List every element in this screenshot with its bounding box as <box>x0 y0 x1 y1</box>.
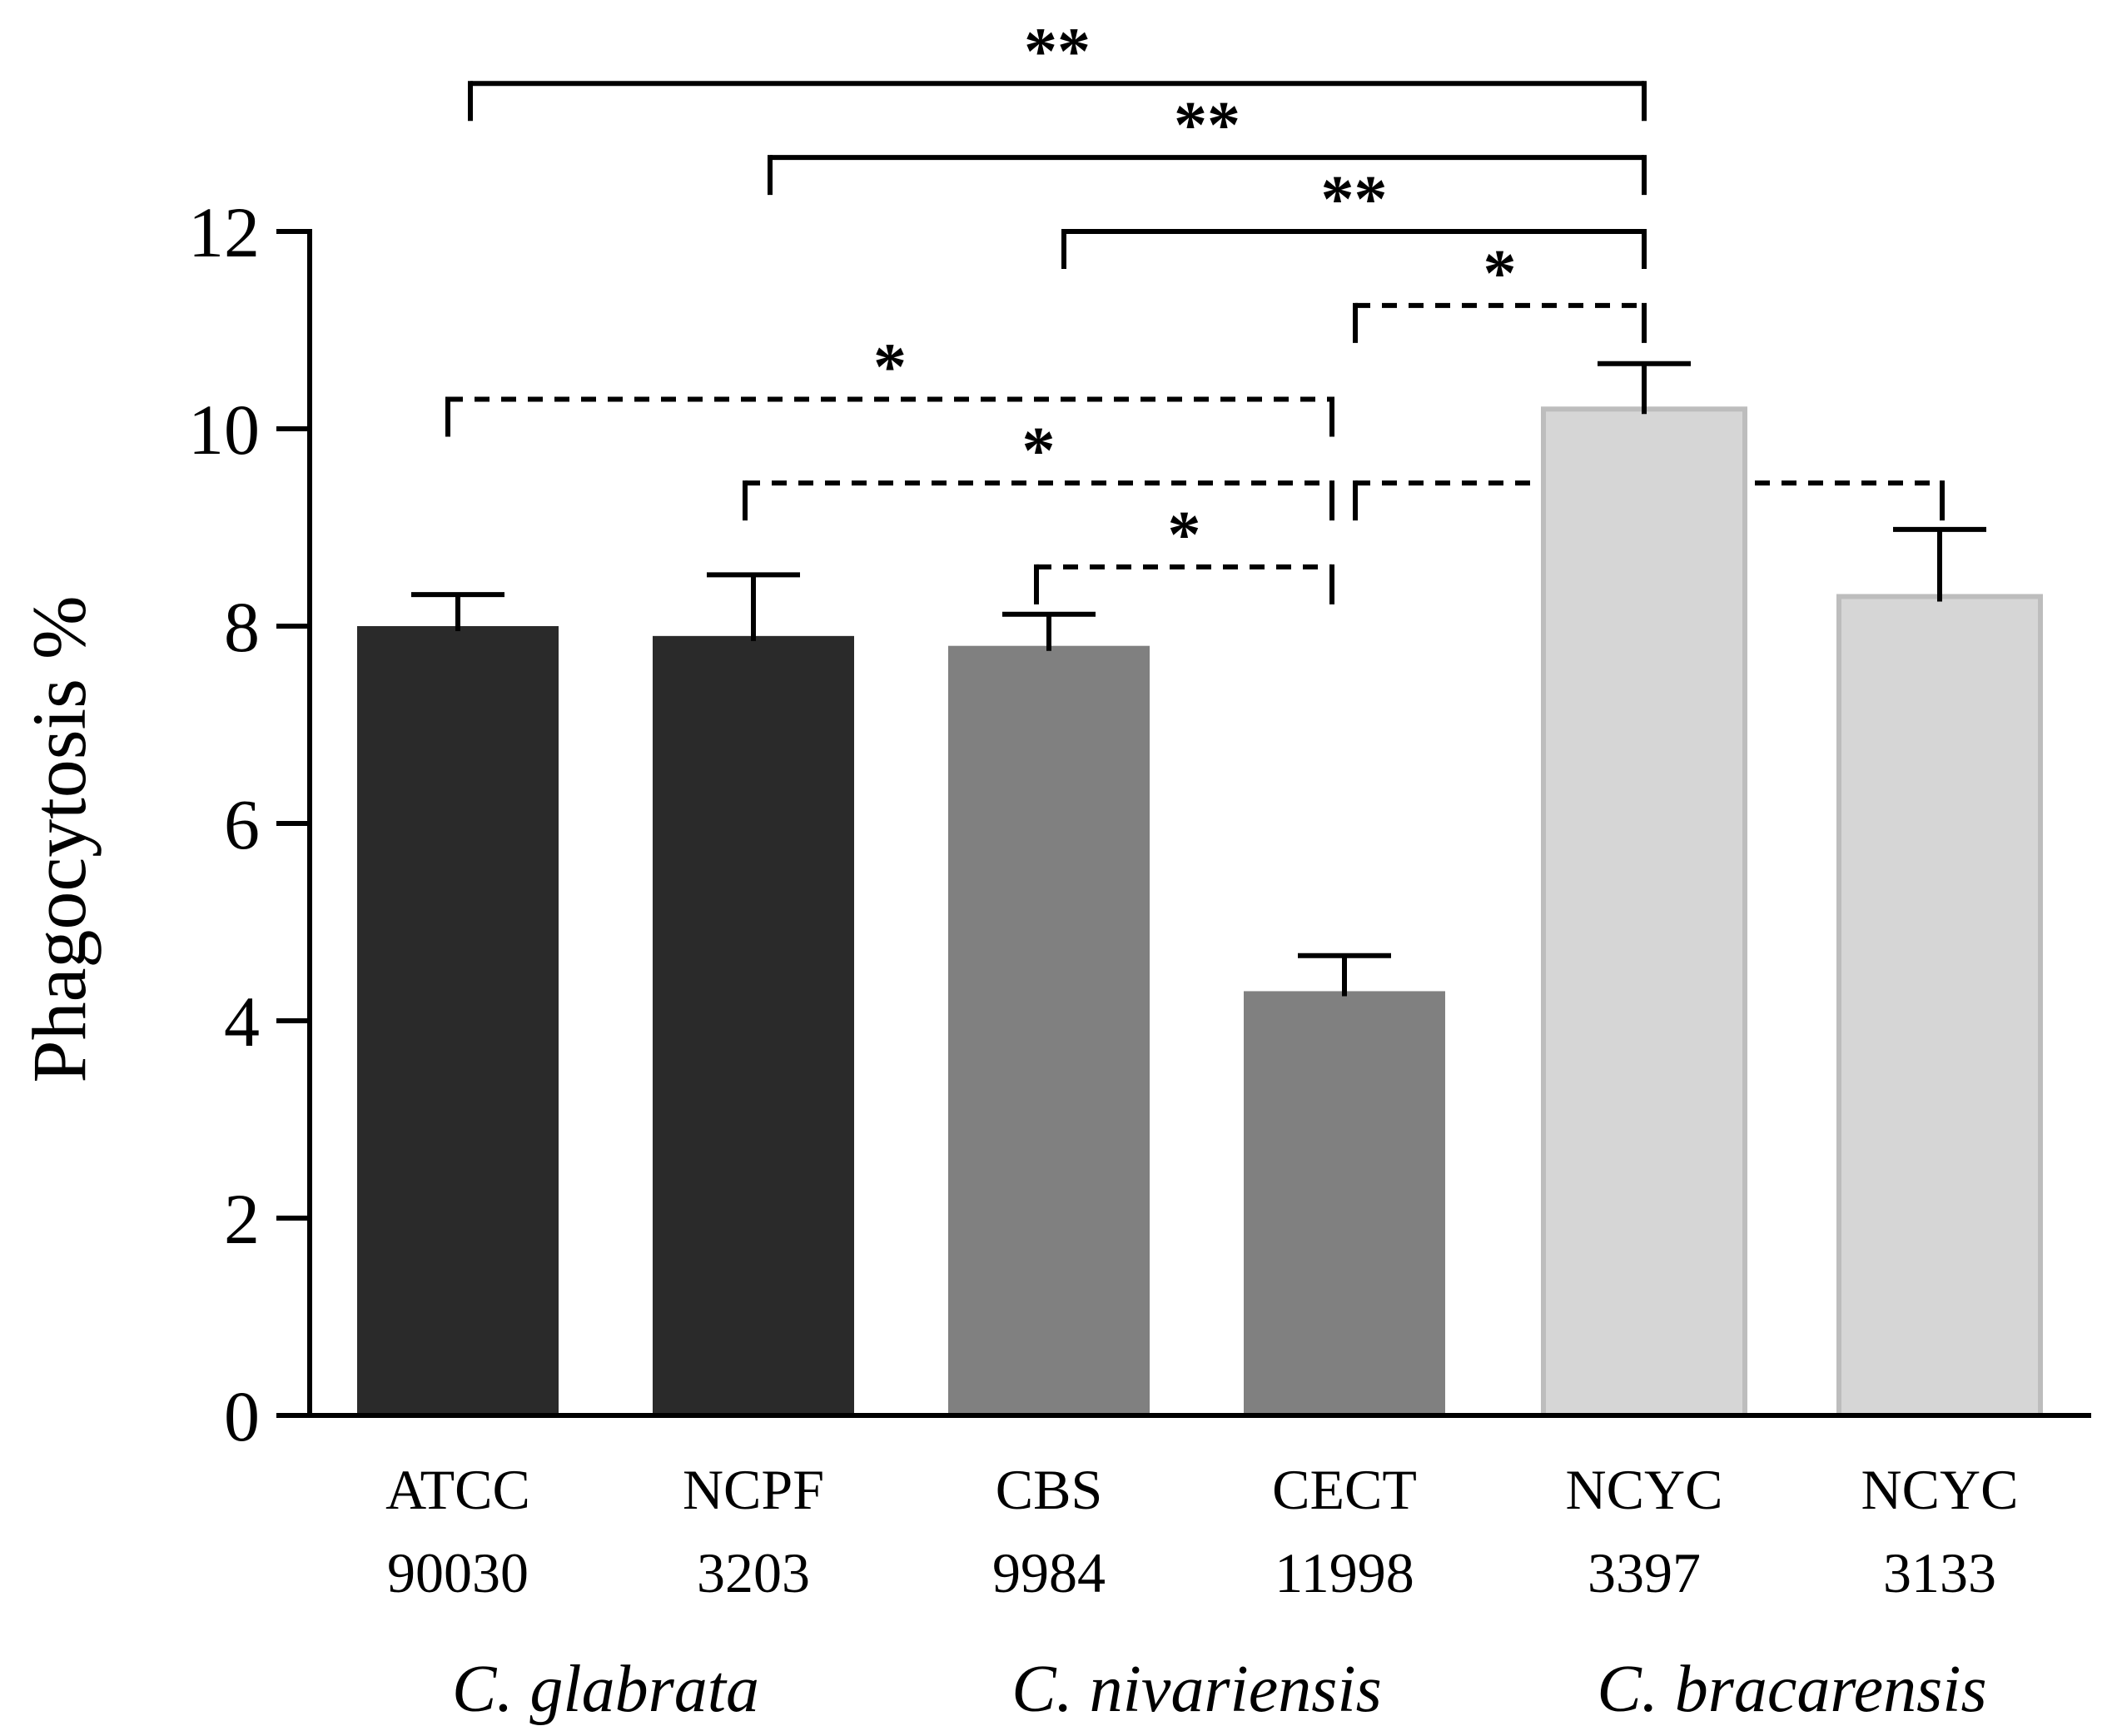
bar-1 <box>653 635 854 1415</box>
group-label-0: C. glabrata <box>452 1653 759 1726</box>
category-label-0-line2: 90030 <box>387 1541 529 1604</box>
y-tick-label-6: 6 <box>224 784 260 864</box>
category-label-4-line2: 3397 <box>1588 1541 1701 1604</box>
category-label-1-line1: NCPF <box>683 1458 824 1521</box>
y-tick-label-0: 0 <box>224 1376 260 1456</box>
significance-label-2: ** <box>1321 163 1388 236</box>
category-label-2-line1: CBS <box>996 1458 1103 1521</box>
y-tick-label-12: 12 <box>188 192 260 272</box>
bar-5 <box>1836 594 2043 1418</box>
significance-label-5: * <box>1022 415 1056 488</box>
group-label-1: C. nivariensis <box>1011 1653 1381 1726</box>
significance-label-3: * <box>1483 237 1517 311</box>
category-label-2-line2: 9984 <box>992 1541 1106 1604</box>
x-axis: ATCC 90030 NCPF 3203 CBS 9984 CECT 11998 NCYC 339… <box>307 1413 2091 1726</box>
bar-3 <box>1244 991 1445 1415</box>
category-label-4-line1: NCYC <box>1566 1458 1723 1521</box>
y-tick-label-8: 8 <box>224 587 260 667</box>
bars-layer <box>357 406 2043 1418</box>
significance-label-6: * <box>1168 499 1201 572</box>
bar-0 <box>357 626 559 1415</box>
error-bars-layer <box>411 361 1986 997</box>
significance-brackets: *********** <box>445 15 1945 604</box>
category-label-5-line2: 3133 <box>1883 1541 1996 1604</box>
significance-label-0: ** <box>1024 15 1091 88</box>
bar-2 <box>948 645 1150 1415</box>
y-axis: 0 2 4 6 8 10 12 <box>188 192 312 1456</box>
y-tick-label-2: 2 <box>224 1179 260 1259</box>
group-label-2: C. bracarensis <box>1597 1653 1986 1726</box>
category-label-0-line1: ATCC <box>385 1458 530 1521</box>
category-label-1-line2: 3203 <box>697 1541 810 1604</box>
y-axis-label: Phagocytosis % <box>17 595 102 1082</box>
category-label-3-line1: CECT <box>1272 1458 1417 1521</box>
significance-label-1: ** <box>1174 89 1240 162</box>
bar-4 <box>1541 406 1747 1418</box>
significance-label-4: * <box>873 331 907 404</box>
category-label-5-line1: NCYC <box>1861 1458 2019 1521</box>
y-tick-label-4: 4 <box>224 982 260 1062</box>
y-tick-label-10: 10 <box>188 390 260 470</box>
category-label-3-line2: 11998 <box>1275 1541 1414 1604</box>
